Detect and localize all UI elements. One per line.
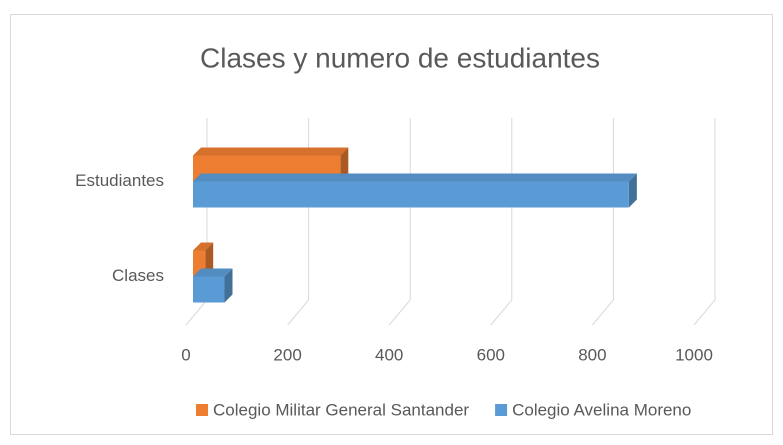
- bar: [193, 268, 233, 303]
- x-tick-label: 200: [273, 345, 301, 364]
- legend-label: Colegio Militar General Santander: [213, 400, 469, 419]
- legend-label: Colegio Avelina Moreno: [512, 400, 691, 419]
- x-tick-label: 400: [375, 345, 403, 364]
- bar-top: [193, 268, 233, 277]
- y-tick-label: Clases: [112, 266, 164, 285]
- bar-side: [224, 268, 233, 303]
- bar-top: [193, 242, 214, 251]
- legend-swatch: [495, 404, 508, 416]
- bar-front: [193, 181, 629, 208]
- bar-side: [628, 173, 637, 208]
- bar-side: [205, 242, 214, 277]
- grid-line: [693, 118, 716, 326]
- x-tick-label: 800: [578, 345, 606, 364]
- bar-front: [193, 276, 225, 303]
- chart-border: [10, 14, 773, 435]
- x-tick-label: 600: [477, 345, 505, 364]
- bar-top: [193, 147, 349, 156]
- x-tick-label: 1000: [675, 345, 713, 364]
- y-tick-label: Estudiantes: [75, 171, 164, 190]
- chart-title: Clases y numero de estudiantes: [200, 42, 600, 73]
- bar-top: [193, 173, 637, 182]
- bar: [193, 173, 637, 208]
- x-tick-label: 0: [181, 345, 190, 364]
- bar-side: [340, 147, 349, 182]
- legend-swatch: [196, 404, 208, 416]
